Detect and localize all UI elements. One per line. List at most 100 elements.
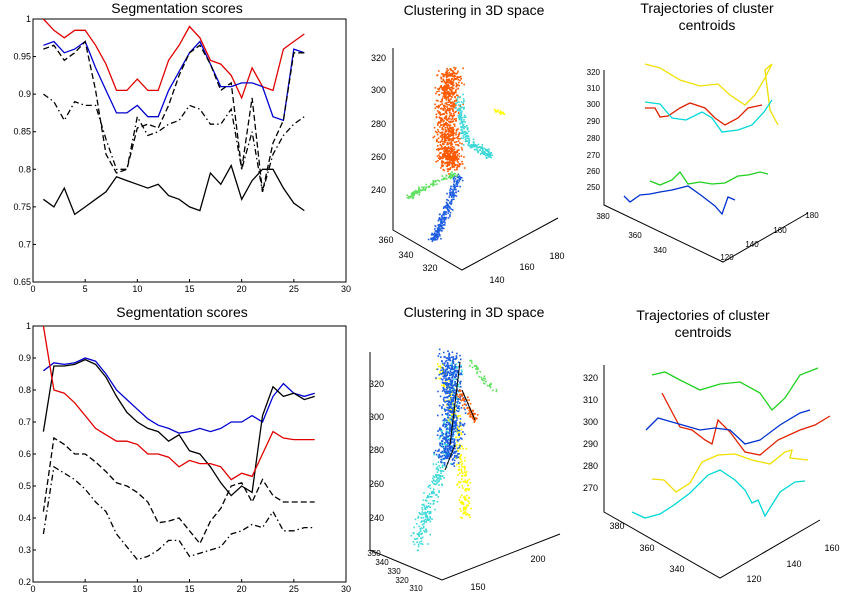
scatter-point-cyan [477, 146, 479, 149]
scatter-point-green [432, 182, 434, 184]
scatter-point-orange [441, 156, 443, 159]
scatter-point-orange [445, 82, 447, 85]
x-tick: 320 [422, 263, 437, 273]
scatter-point-blue [448, 377, 451, 379]
scatter-point-cyan [461, 121, 463, 124]
scatter-point-green [484, 378, 486, 380]
scatter-point-yellow [439, 372, 441, 374]
y-tick: 200 [530, 554, 545, 564]
scatter-point-yellow [465, 472, 467, 474]
scatter-point-blue [441, 450, 444, 453]
scatter-point-blue [447, 385, 449, 387]
scatter-point-yellow [440, 367, 442, 369]
scatter-point-cyan [471, 144, 473, 146]
scatter-point-cyan [429, 511, 432, 514]
segmentation-scores-chart-bottom: Segmentation scores 0 5 10 15 20 25 30 0.20.30… [18, 304, 351, 594]
scatter-point-orange [449, 135, 452, 137]
scatter-point-blue [447, 365, 450, 367]
scatter-point-yellow [462, 512, 464, 515]
scatter-point-blue [444, 379, 447, 382]
scatter-point-blue [451, 194, 454, 197]
scatter-point-cyan [468, 144, 470, 147]
scatter-point-blue [442, 433, 445, 435]
scatter-point-cyan [460, 106, 462, 109]
scatter-point-cyan [459, 107, 462, 110]
scatter-point-orange [452, 106, 454, 108]
y-tick: 160 [773, 226, 787, 235]
scatter-point-cyan [464, 114, 466, 117]
scatter-point-green [495, 390, 498, 393]
scatter-point-cyan [454, 102, 457, 105]
scatter-point-blue [439, 234, 441, 236]
scatter-point-orange [449, 86, 451, 89]
scatter-point-orange [440, 107, 443, 110]
scatter-point-green [450, 176, 452, 179]
scatter-point-orange [451, 147, 453, 150]
scatter-point-cyan [438, 474, 440, 476]
scatter-point-blue [459, 382, 462, 385]
z-tick: 240 [371, 185, 386, 195]
scatter-point-yellow [458, 422, 461, 425]
scatter-point-orange [442, 87, 445, 90]
scatter-point-cyan [420, 517, 423, 519]
scatter-point-cyan [420, 513, 422, 515]
chart-title-line2: centroids [679, 17, 736, 33]
scatter-point-orange [452, 131, 454, 134]
scatter-point-orange [445, 139, 447, 142]
scatter-point-yellow [500, 113, 502, 116]
scatter-point-blue [450, 425, 452, 427]
scatter-point-cyan [490, 152, 492, 154]
scatter-point-orange [436, 105, 439, 108]
scatter-point-orange [454, 111, 456, 114]
scatter-point-blue [451, 351, 454, 354]
scatter-point-orange [445, 149, 448, 152]
scatter-point-blue [456, 183, 459, 186]
scatter-point-cyan [425, 513, 427, 516]
scatter-point-orange [441, 146, 443, 148]
scatter-point-blue [448, 446, 451, 449]
scatter-point-orange [446, 148, 448, 151]
scatter-point-orange [446, 107, 449, 110]
scatter-point-orange [452, 81, 455, 84]
scatter-point-blue [442, 398, 445, 400]
scatter-point-orange [447, 136, 449, 138]
scatter-point-cyan [445, 430, 448, 433]
scatter-point-blue [454, 381, 456, 383]
y-tick: 120 [746, 574, 761, 584]
scatter-point-blue [457, 447, 459, 450]
scatter-point-cyan [437, 461, 440, 463]
scatter-point-cyan [417, 543, 420, 546]
scatter-point-orange [451, 121, 453, 123]
scatter-point-blue [455, 195, 458, 197]
scatter-point-cyan [429, 517, 432, 520]
scatter-point-orange [441, 97, 444, 99]
z-tick: 300 [587, 100, 601, 109]
scatter-point-orange [445, 156, 447, 159]
scatter-point-orange [447, 98, 450, 100]
scatter-point-orange [449, 155, 451, 158]
scatter-point-blue [450, 450, 452, 452]
scatter-point-yellow [458, 463, 460, 465]
scatter-point-green [480, 376, 483, 379]
scatter-point-blue [453, 391, 455, 394]
scatter-point-orange [439, 144, 442, 146]
scatter-point-green [451, 171, 453, 173]
scatter-point-cyan [481, 148, 484, 151]
y-tick-label: 0.95 [13, 52, 31, 62]
scatter-point-blue [459, 398, 461, 400]
scatter-point-orange [448, 158, 450, 161]
scatter-point-blue [442, 375, 445, 377]
scatter-point-orange [451, 118, 453, 121]
scatter-point-green [433, 180, 435, 183]
scatter-point-green [410, 196, 412, 199]
z-axis [369, 352, 561, 581]
y-tick: 150 [470, 582, 485, 592]
scatter-point-yellow [464, 456, 466, 459]
scatter-point-blue [448, 395, 450, 397]
scatter-point-orange [450, 114, 453, 117]
scatter-point-cyan [428, 495, 430, 498]
scatter-point-cyan [425, 505, 428, 507]
scatter-point-yellow [462, 487, 464, 489]
scatter-point-blue [456, 428, 458, 431]
scatter-point-blue [435, 377, 437, 379]
